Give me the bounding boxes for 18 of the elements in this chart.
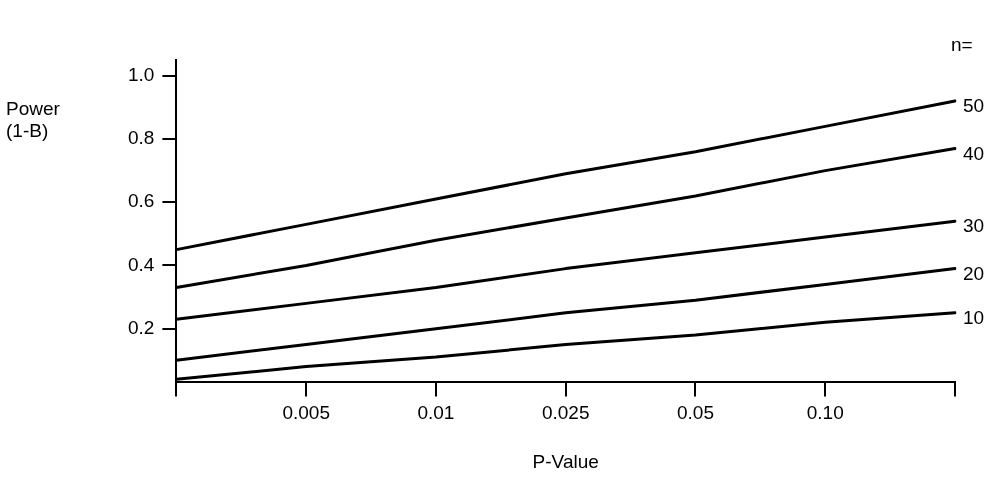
series-label: 40 bbox=[963, 142, 985, 164]
x-tick-label: 0.10 bbox=[806, 402, 844, 424]
y-tick-label: 1.0 bbox=[127, 64, 155, 86]
y-tick-label: 0.2 bbox=[127, 316, 155, 338]
legend-title: n= bbox=[951, 34, 973, 56]
series-label: 10 bbox=[963, 307, 985, 329]
series-label: 20 bbox=[963, 262, 985, 284]
x-tick-label: 0.005 bbox=[282, 402, 330, 424]
x-axis-title: P-Value bbox=[532, 450, 599, 472]
x-tick-label: 0.01 bbox=[417, 402, 455, 424]
x-tick-label: 0.05 bbox=[676, 402, 714, 424]
x-tick-label: 0.025 bbox=[541, 402, 590, 424]
series-label: 30 bbox=[963, 215, 985, 237]
y-tick-label: 0.4 bbox=[127, 253, 155, 275]
y-tick-label: 0.8 bbox=[127, 127, 155, 149]
y-axis-title: Power (1-B) bbox=[6, 98, 61, 142]
series-label: 50 bbox=[963, 95, 985, 117]
y-tick-label: 0.6 bbox=[127, 190, 155, 212]
